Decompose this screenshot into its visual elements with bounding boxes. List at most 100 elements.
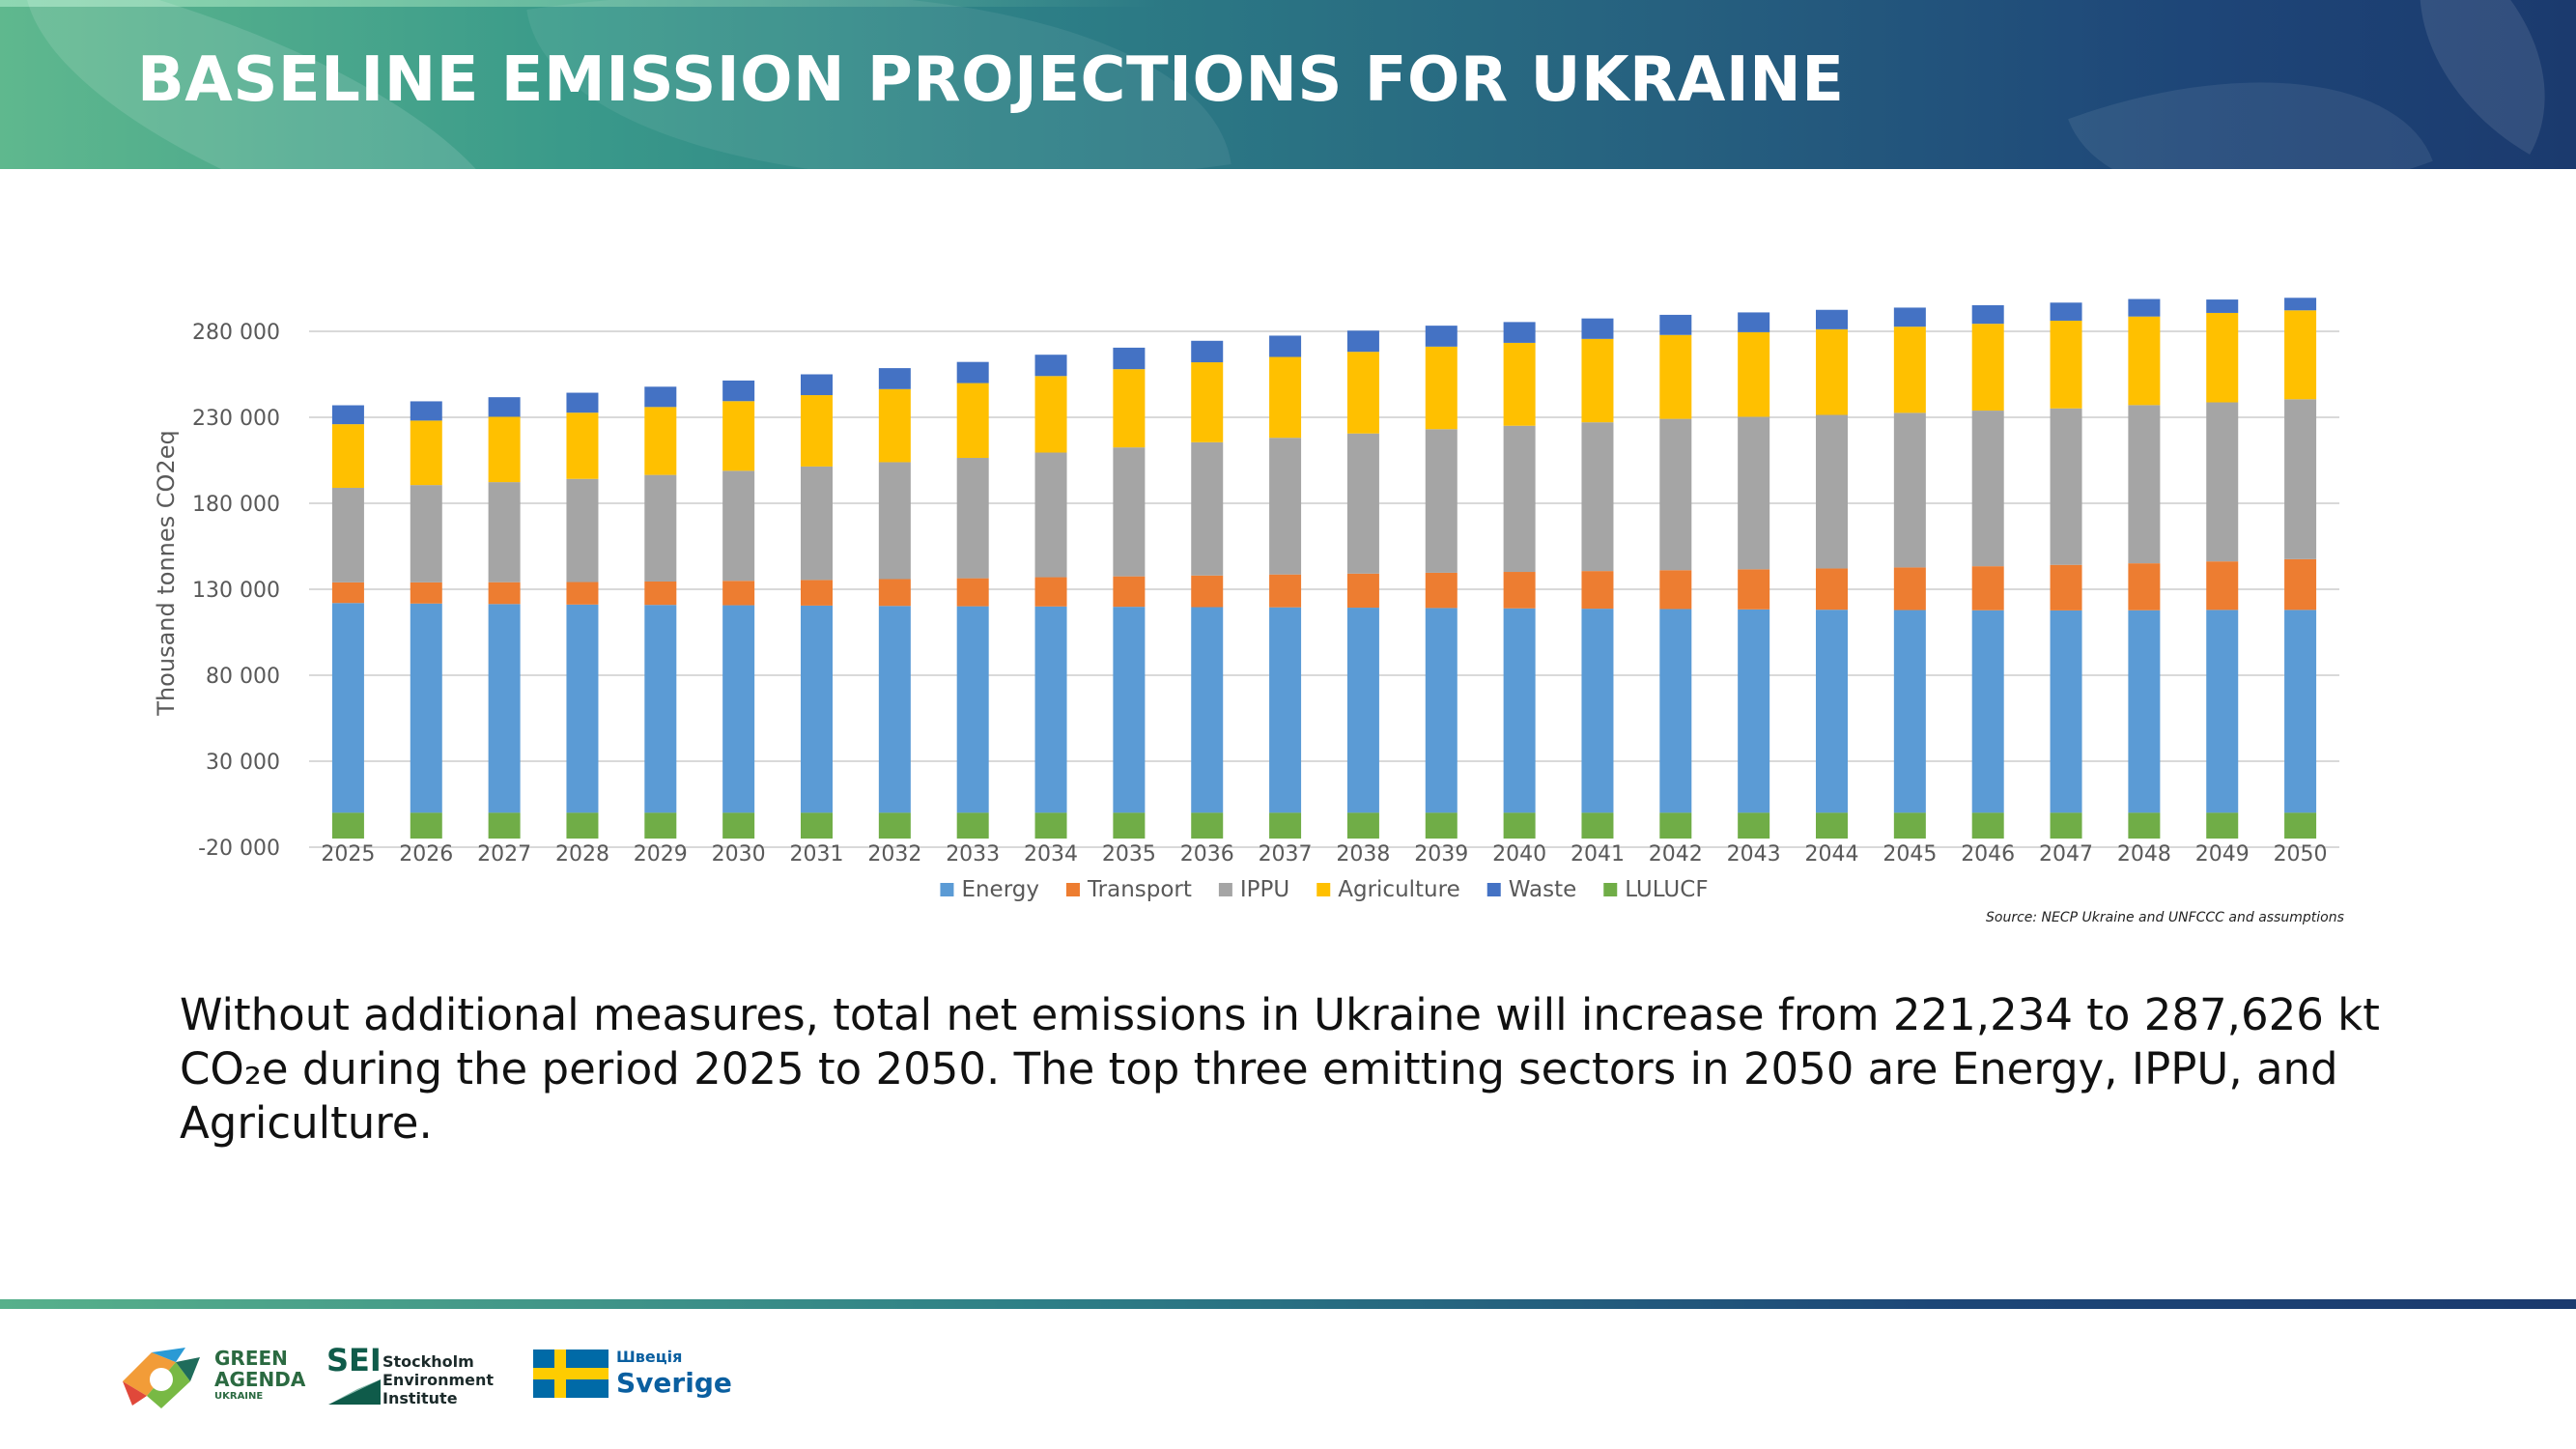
bar-segment-transport (2050, 564, 2082, 611)
bar-segment-energy (1191, 607, 1224, 813)
bar-segment-energy (1971, 610, 2004, 813)
x-tick-label: 2029 (634, 842, 688, 867)
bar-segment-lulucf (2284, 812, 2317, 839)
bar-segment-transport (1113, 576, 1146, 608)
bar-segment-energy (1738, 609, 1770, 813)
bar-segment-energy (2206, 610, 2239, 813)
bar-segment-ippu (566, 478, 599, 582)
bar-segment-lulucf (956, 812, 989, 839)
bar-segment-transport (1581, 571, 1614, 610)
bar-segment-energy (1816, 610, 1848, 813)
bar-segment-waste (1191, 340, 1224, 363)
bar-segment-energy (2050, 610, 2082, 813)
footer-bar (0, 1299, 2576, 1309)
legend-swatch (1065, 883, 1080, 896)
bar-segment-energy (1425, 608, 1458, 813)
sweden-logo: Швеція Sverige (533, 1347, 732, 1406)
bar-segment-transport (1503, 572, 1536, 609)
legend-label: Waste (1509, 877, 1577, 902)
bar-segment-lulucf (722, 812, 755, 839)
bar-segment-transport (488, 582, 521, 605)
bar-segment-ippu (2284, 399, 2317, 559)
sei-logo: SEI Stockholm Environment Institute (326, 1345, 500, 1412)
bar-segment-waste (1425, 326, 1458, 347)
bar-segment-ippu (2206, 402, 2239, 562)
bar-segment-agriculture (801, 395, 833, 467)
x-tick-label: 2042 (1649, 842, 1703, 867)
x-tick-label: 2030 (712, 842, 766, 867)
legend-item: Energy (940, 877, 1039, 902)
bar-segment-agriculture (1659, 334, 1692, 419)
bar-segment-transport (1034, 577, 1067, 607)
page-title: BASELINE EMISSION PROJECTIONS FOR UKRAIN… (137, 44, 1845, 116)
bar-segment-agriculture (1034, 376, 1067, 453)
bar-segment-waste (1034, 355, 1067, 377)
bar-segment-energy (1893, 610, 1926, 813)
bar-segment-ippu (1816, 414, 1848, 569)
sei-mark: SEI (326, 1342, 382, 1378)
x-tick-label: 2037 (1259, 842, 1313, 867)
x-tick-label: 2027 (477, 842, 531, 867)
bar-segment-ippu (1659, 418, 1692, 571)
x-tick-label: 2032 (867, 842, 921, 867)
bar-segment-agriculture (1113, 369, 1146, 448)
x-tick-label: 2039 (1414, 842, 1468, 867)
bar-segment-waste (1581, 318, 1614, 339)
logo-text-line: Sverige (616, 1367, 732, 1399)
bar-segment-transport (2284, 558, 2317, 611)
bar-segment-waste (331, 405, 364, 425)
bar-segment-waste (488, 397, 521, 417)
y-tick-label: 80 000 (206, 665, 280, 689)
bar-segment-agriculture (1269, 356, 1302, 439)
bar-segment-ippu (1191, 441, 1224, 576)
bar-segment-waste (1113, 347, 1146, 370)
bar-segment-agriculture (1425, 346, 1458, 430)
bar-segment-ippu (1581, 422, 1614, 572)
bar-segment-agriculture (1191, 362, 1224, 442)
bar-segment-transport (1346, 573, 1379, 609)
bar-segment-lulucf (1971, 812, 2004, 839)
bar-segment-energy (1503, 608, 1536, 813)
logo-text-line: AGENDA (214, 1368, 306, 1391)
x-tick-label: 2043 (1727, 842, 1781, 867)
bar-segment-agriculture (1971, 324, 2004, 412)
bar-segment-waste (878, 368, 911, 389)
bar-segment-waste (2128, 298, 2161, 317)
bar-segment-lulucf (1816, 812, 1848, 839)
legend-label: Transport (1087, 877, 1192, 902)
x-tick-label: 2033 (946, 842, 1000, 867)
bar-segment-ippu (2128, 405, 2161, 564)
x-tick-label: 2044 (1805, 842, 1859, 867)
bar-segment-agriculture (956, 383, 989, 459)
y-tick-label: -20 000 (198, 837, 280, 861)
bar-segment-lulucf (801, 812, 833, 839)
bar-segment-waste (1503, 322, 1536, 343)
bar-segment-energy (956, 606, 989, 813)
bar-segment-transport (2206, 561, 2239, 611)
legend-item: IPPU (1218, 877, 1289, 902)
legend-swatch (1218, 883, 1232, 896)
x-tick-label: 2041 (1571, 842, 1625, 867)
bar-segment-transport (956, 578, 989, 607)
bar-segment-energy (331, 603, 364, 813)
bar-segment-agriculture (2128, 316, 2161, 406)
header-accent-line (0, 0, 1159, 7)
bar-segment-ippu (1346, 433, 1379, 574)
summary-text: Without additional measures, total net e… (180, 989, 2380, 1149)
bar-segment-lulucf (1034, 812, 1067, 839)
bar-segment-agriculture (2284, 310, 2317, 400)
bar-segment-lulucf (488, 812, 521, 839)
x-tick-label: 2034 (1024, 842, 1078, 867)
bar-segment-transport (722, 581, 755, 606)
bar-segment-agriculture (2206, 312, 2239, 403)
bar-segment-lulucf (2128, 812, 2161, 839)
bar-segment-lulucf (566, 812, 599, 839)
x-tick-label: 2035 (1102, 842, 1156, 867)
bar-segment-agriculture (1503, 342, 1536, 426)
bar-segment-lulucf (1581, 812, 1614, 839)
legend-label: Energy (961, 877, 1039, 902)
x-tick-label: 2048 (2117, 842, 2171, 867)
bar-segment-ippu (878, 462, 911, 580)
bar-segment-ippu (1269, 438, 1302, 575)
y-tick-label: 180 000 (192, 493, 280, 517)
